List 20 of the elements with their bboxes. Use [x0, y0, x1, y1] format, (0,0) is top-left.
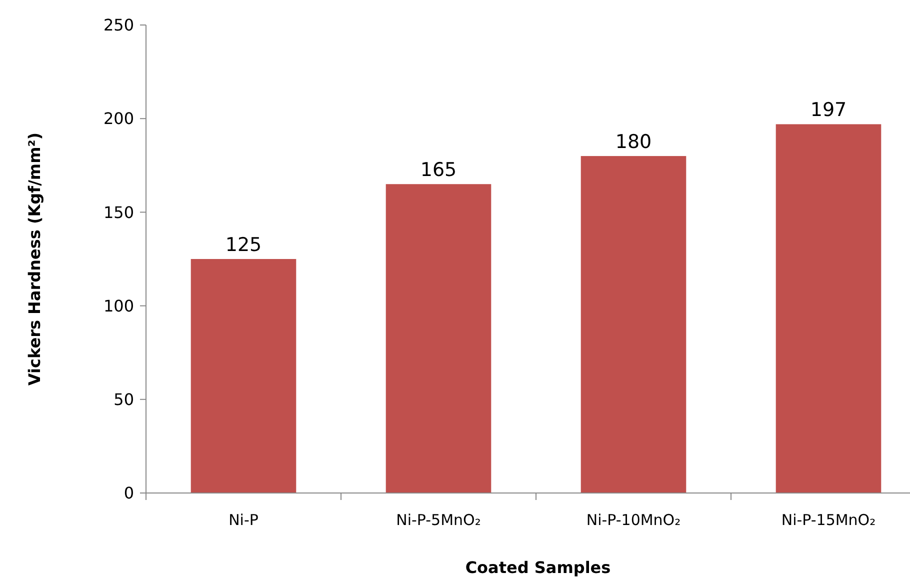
- data-label: 197: [810, 99, 847, 122]
- y-tick-label: 100: [103, 296, 134, 316]
- bar: [386, 184, 492, 493]
- data-label: 180: [615, 131, 652, 154]
- bar: [580, 156, 686, 493]
- y-tick-label: 250: [103, 16, 134, 35]
- x-tick-label: Ni-P-15MnO₂: [781, 511, 876, 529]
- y-axis-title: Vickers Hardness (Kgf/mm²): [25, 132, 44, 386]
- y-tick-label: 50: [114, 390, 134, 409]
- data-label: 125: [225, 234, 262, 256]
- y-tick-label: 0: [124, 484, 134, 503]
- y-tick-label: 150: [103, 202, 134, 222]
- y-tick-label: 200: [103, 109, 134, 128]
- bar: [776, 124, 882, 493]
- x-axis-title: Coated Samples: [465, 558, 611, 577]
- bar: [190, 259, 296, 493]
- x-tick-label: Ni-P-5MnO₂: [396, 511, 481, 529]
- data-label: 165: [420, 159, 457, 182]
- x-tick-label: Ni-P: [228, 511, 258, 529]
- x-tick-label: Ni-P-10MnO₂: [586, 511, 681, 529]
